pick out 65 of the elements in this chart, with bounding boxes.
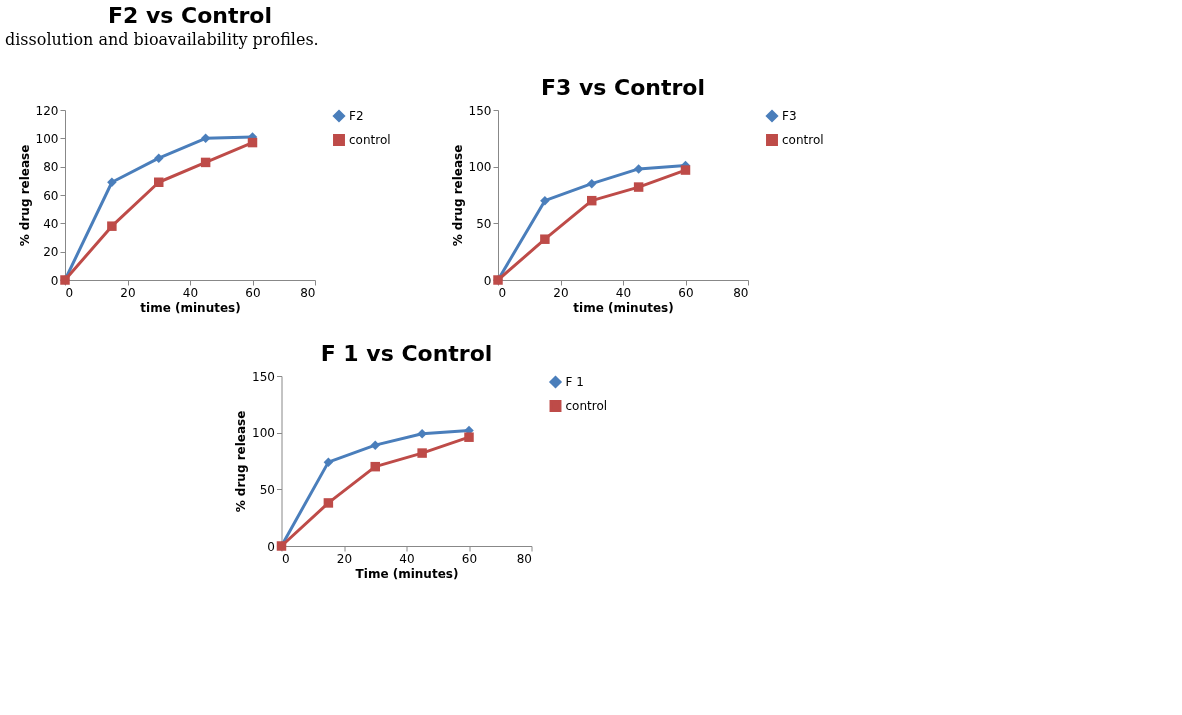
x-tick-label: 40 [399,551,415,566]
chart-title: F3 vs Control [540,75,706,100]
x-tick-label: 0 [498,285,507,300]
y-axis-title: % drug release [234,410,249,513]
point [464,432,474,442]
x-axis-title: time (minutes) [140,300,241,315]
x-tick-label: 80 [516,551,532,566]
legend-label: F2 [349,109,364,123]
legend-label: control [349,133,391,147]
y-axis-title: % drug release [450,144,465,247]
text: dissolution and bioavailability profiles. [5,30,319,49]
legend-label: control [565,399,608,413]
x-axis-title: Time (minutes) [355,566,459,581]
x-tick-label: 20 [553,285,569,300]
y-tick-label: 150 [468,103,492,118]
y-tick-label: 0 [50,273,59,288]
point [633,182,644,192]
x-tick-label: 80 [733,285,749,300]
point [200,133,211,144]
y-tick-label: 80 [43,160,59,175]
y-tick-label: 50 [476,216,492,231]
point [680,165,691,175]
chart-title: F2 vs Control [107,3,273,28]
point [154,153,164,163]
y-axis-title: % drug release [17,144,32,247]
y-tick-label: 50 [259,482,275,497]
point [417,429,427,439]
point [540,195,550,206]
y-tick-label: 20 [43,245,59,260]
point [633,164,644,174]
point [587,178,597,189]
legend-label: control [782,133,824,147]
chart-title: F 1 vs Control [320,341,493,366]
legend-label: F3 [782,109,797,123]
point [370,461,380,472]
x-axis-title: time (minutes) [573,300,674,315]
x-tick-label: 40 [615,285,632,300]
point [247,137,258,148]
x-tick-label: 80 [300,285,316,300]
y-tick-label: 60 [43,188,59,203]
point [417,448,427,458]
point [587,195,597,206]
point [323,457,334,467]
x-tick-label: 40 [182,285,199,300]
x-tick-label: 60 [678,285,694,300]
y-tick-label: 150 [252,369,275,384]
y-tick-label: 120 [35,103,59,118]
y-tick-label: 100 [35,131,59,146]
y-tick-label: 0 [483,273,492,288]
point [200,157,211,168]
x-tick-label: 20 [336,551,353,566]
legend-label: F 1 [565,375,584,389]
y-tick-label: 40 [43,216,59,231]
point [370,440,380,450]
x-tick-label: 20 [120,285,136,300]
y-tick-label: 100 [252,426,275,441]
point [154,177,164,187]
y-tick-label: 0 [267,539,275,554]
point [540,234,550,244]
y-tick-label: 100 [468,160,492,175]
point [107,177,117,187]
x-tick-label: 0 [65,285,74,300]
point [323,498,334,508]
point [107,221,117,231]
x-tick-label: 0 [282,551,290,566]
